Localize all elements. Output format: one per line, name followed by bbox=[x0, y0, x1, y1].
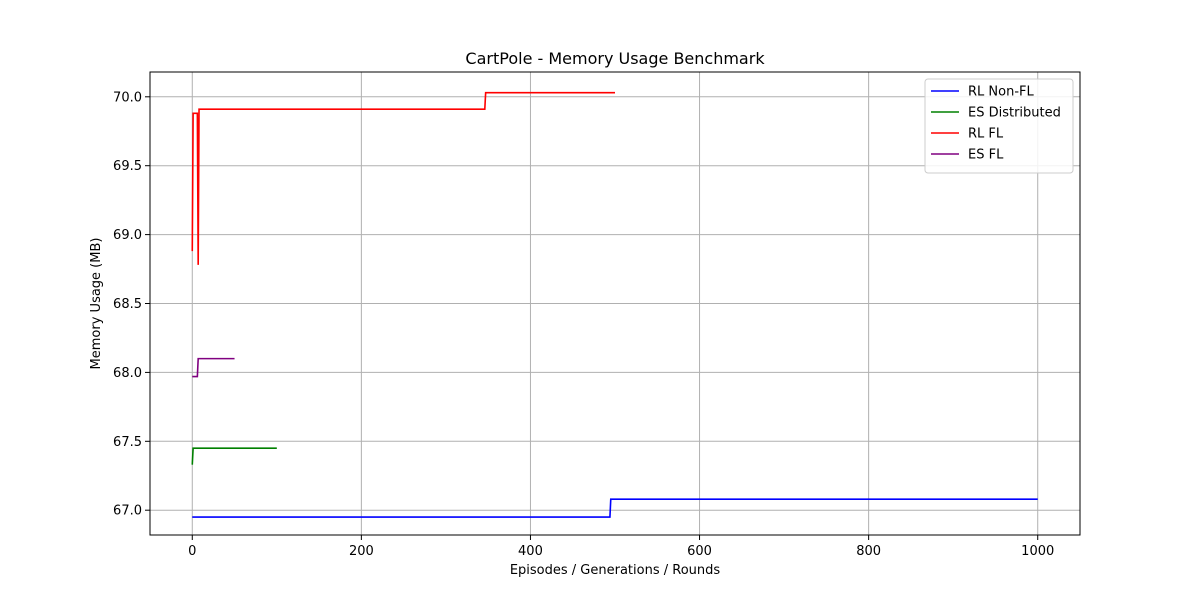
series-lines bbox=[191, 91, 1038, 518]
y-tick-label: 67.5 bbox=[113, 435, 142, 450]
legend-box bbox=[924, 78, 1074, 174]
y-axis-label: Memory Usage (MB) bbox=[89, 238, 104, 370]
legend: RL Non-FL ES Distributed RL FL ES FL bbox=[924, 78, 1074, 174]
x-tick-label: 0 bbox=[188, 544, 196, 559]
y-tick-label: 69.0 bbox=[113, 228, 142, 243]
series-line-rl-non-fl bbox=[192, 498, 1038, 518]
axis-ticks: 0 200 400 600 800 1000 67.0 67.5 68.0 68.5 69.0 69.… bbox=[113, 90, 1054, 559]
series-line-rl-fl bbox=[191, 91, 615, 265]
y-tick-label: 68.0 bbox=[113, 366, 142, 381]
x-axis-label: Episodes / Generations / Rounds bbox=[510, 563, 721, 578]
series-line-es-distributed bbox=[191, 447, 277, 465]
x-tick-label: 200 bbox=[349, 544, 374, 559]
x-tick-label: 1000 bbox=[1021, 544, 1054, 559]
series-line-es-fl bbox=[192, 357, 235, 378]
x-tick-label: 400 bbox=[518, 544, 543, 559]
x-tick-label: 600 bbox=[687, 544, 712, 559]
legend-label: ES FL bbox=[968, 148, 1004, 163]
chart-title: CartPole - Memory Usage Benchmark bbox=[465, 49, 765, 68]
legend-label: ES Distributed bbox=[968, 106, 1061, 121]
grid-lines bbox=[150, 72, 1080, 535]
y-tick-label: 70.0 bbox=[113, 90, 142, 105]
x-tick-label: 800 bbox=[856, 544, 881, 559]
y-tick-label: 67.0 bbox=[113, 504, 142, 519]
y-tick-label: 68.5 bbox=[113, 297, 142, 312]
y-tick-label: 69.5 bbox=[113, 159, 142, 174]
legend-label: RL FL bbox=[968, 127, 1004, 142]
legend-label: RL Non-FL bbox=[968, 85, 1034, 100]
